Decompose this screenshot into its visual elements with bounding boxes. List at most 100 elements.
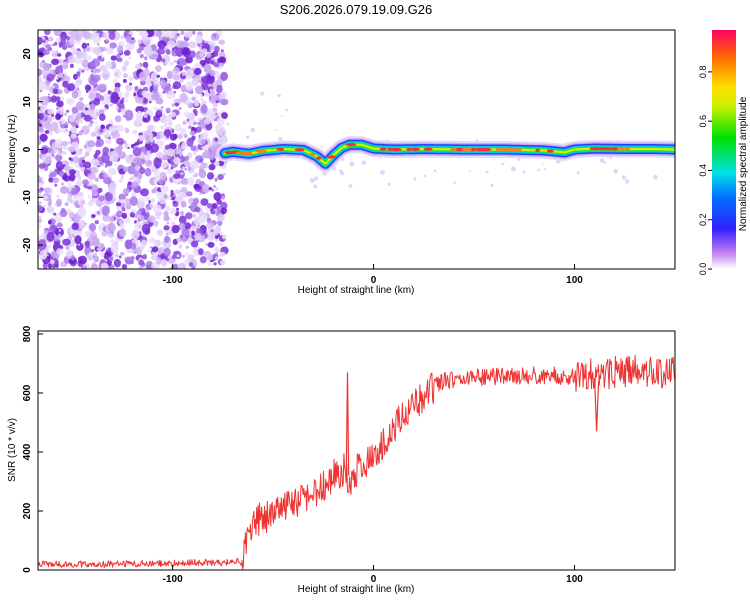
noise-speck <box>150 198 155 203</box>
noise-speck <box>114 86 120 93</box>
noise-speck <box>100 262 109 269</box>
noise-speck <box>42 120 51 129</box>
ridge-core <box>501 147 510 152</box>
noise-speck <box>156 109 162 115</box>
noise-speck <box>149 203 154 208</box>
noise-speck <box>104 164 108 168</box>
noise-speck <box>78 256 82 261</box>
noise-speck <box>156 152 164 159</box>
noise-speck <box>153 84 159 90</box>
spectrogram-y-tick-label: -20 <box>22 237 33 252</box>
noise-speck <box>68 37 75 46</box>
noise-speck <box>125 42 134 52</box>
noise-speck <box>190 145 197 152</box>
noise-speck <box>92 47 102 55</box>
ridge-core <box>495 147 503 152</box>
noise-speck <box>218 135 228 144</box>
noise-speck <box>217 57 223 64</box>
noise-speck <box>81 156 85 160</box>
noise-speck <box>200 94 204 98</box>
noise-speck <box>139 265 143 269</box>
noise-speck <box>223 173 226 176</box>
noise-speck <box>215 84 223 94</box>
noise-speck <box>200 198 209 206</box>
noise-speck <box>181 229 190 237</box>
noise-speck <box>82 264 86 268</box>
noise-speck <box>49 210 54 215</box>
noise-speck <box>67 182 71 187</box>
noise-speck <box>217 117 225 126</box>
ridge-core <box>471 147 476 152</box>
snr-y-label: SNR (10 * v/v) <box>7 418 18 482</box>
noise-speck <box>156 229 164 236</box>
faint-speck <box>226 123 229 126</box>
noise-speck <box>138 167 146 175</box>
noise-speck <box>122 166 129 173</box>
noise-speck <box>69 63 74 68</box>
faint-speck <box>277 93 281 98</box>
noise-speck <box>71 222 79 231</box>
noise-speck <box>120 175 125 180</box>
spectrogram-y-tick-label: 0 <box>22 146 33 152</box>
noise-speck <box>121 264 128 269</box>
noise-speck <box>52 88 59 95</box>
colorbar-ticks: 0.0 0.2 0.4 0.6 0.8 <box>698 66 712 275</box>
noise-speck <box>178 244 183 249</box>
noise-speck <box>213 186 219 192</box>
noise-speck <box>220 63 224 67</box>
noise-speck <box>38 204 43 212</box>
noise-speck <box>81 42 88 50</box>
noise-speck <box>135 115 143 123</box>
noise-speck <box>213 262 217 266</box>
noise-speck <box>150 252 154 256</box>
noise-speck <box>43 204 47 208</box>
noise-speck <box>108 31 116 40</box>
noise-speck <box>92 159 100 167</box>
noise-speck <box>159 79 167 87</box>
noise-speck <box>163 247 171 257</box>
noise-speck <box>80 166 85 172</box>
noise-speck <box>59 37 67 45</box>
noise-speck <box>109 119 113 124</box>
noise-speck <box>38 113 44 120</box>
noise-speck <box>194 113 198 116</box>
noise-speck <box>127 181 132 186</box>
noise-speck <box>207 262 212 266</box>
noise-speck <box>77 197 86 207</box>
faint-speck <box>348 184 353 188</box>
noise-speck <box>188 257 192 261</box>
noise-speck <box>145 208 149 213</box>
noise-speck <box>153 156 163 168</box>
snr-x-tick-label: 0 <box>371 574 377 585</box>
noise-speck <box>169 207 177 215</box>
noise-speckle <box>38 30 658 269</box>
noise-speck <box>185 56 193 64</box>
snr-content <box>38 354 675 570</box>
noise-speck <box>172 193 176 198</box>
noise-speck <box>128 76 134 82</box>
noise-speck <box>105 39 109 43</box>
noise-speck <box>87 172 96 180</box>
noise-speck <box>214 225 221 234</box>
noise-speck <box>184 259 190 265</box>
noise-speck <box>218 39 225 45</box>
noise-speck <box>94 177 99 182</box>
noise-speck <box>44 130 50 134</box>
noise-speck <box>83 161 92 169</box>
noise-speck <box>54 202 58 206</box>
noise-speck <box>119 223 125 230</box>
noise-speck <box>149 246 152 249</box>
noise-speck <box>78 162 83 167</box>
faint-speck <box>510 166 516 172</box>
ridge-core <box>294 148 305 152</box>
noise-speck <box>108 256 114 262</box>
noise-speck <box>84 114 92 122</box>
noise-speck <box>199 158 203 163</box>
noise-speck <box>123 73 128 78</box>
spectrogram-y-tick-label: 20 <box>22 48 33 60</box>
noise-speck <box>64 202 69 207</box>
faint-speck <box>349 161 355 167</box>
noise-speck <box>110 151 119 163</box>
noise-speck <box>185 68 194 80</box>
